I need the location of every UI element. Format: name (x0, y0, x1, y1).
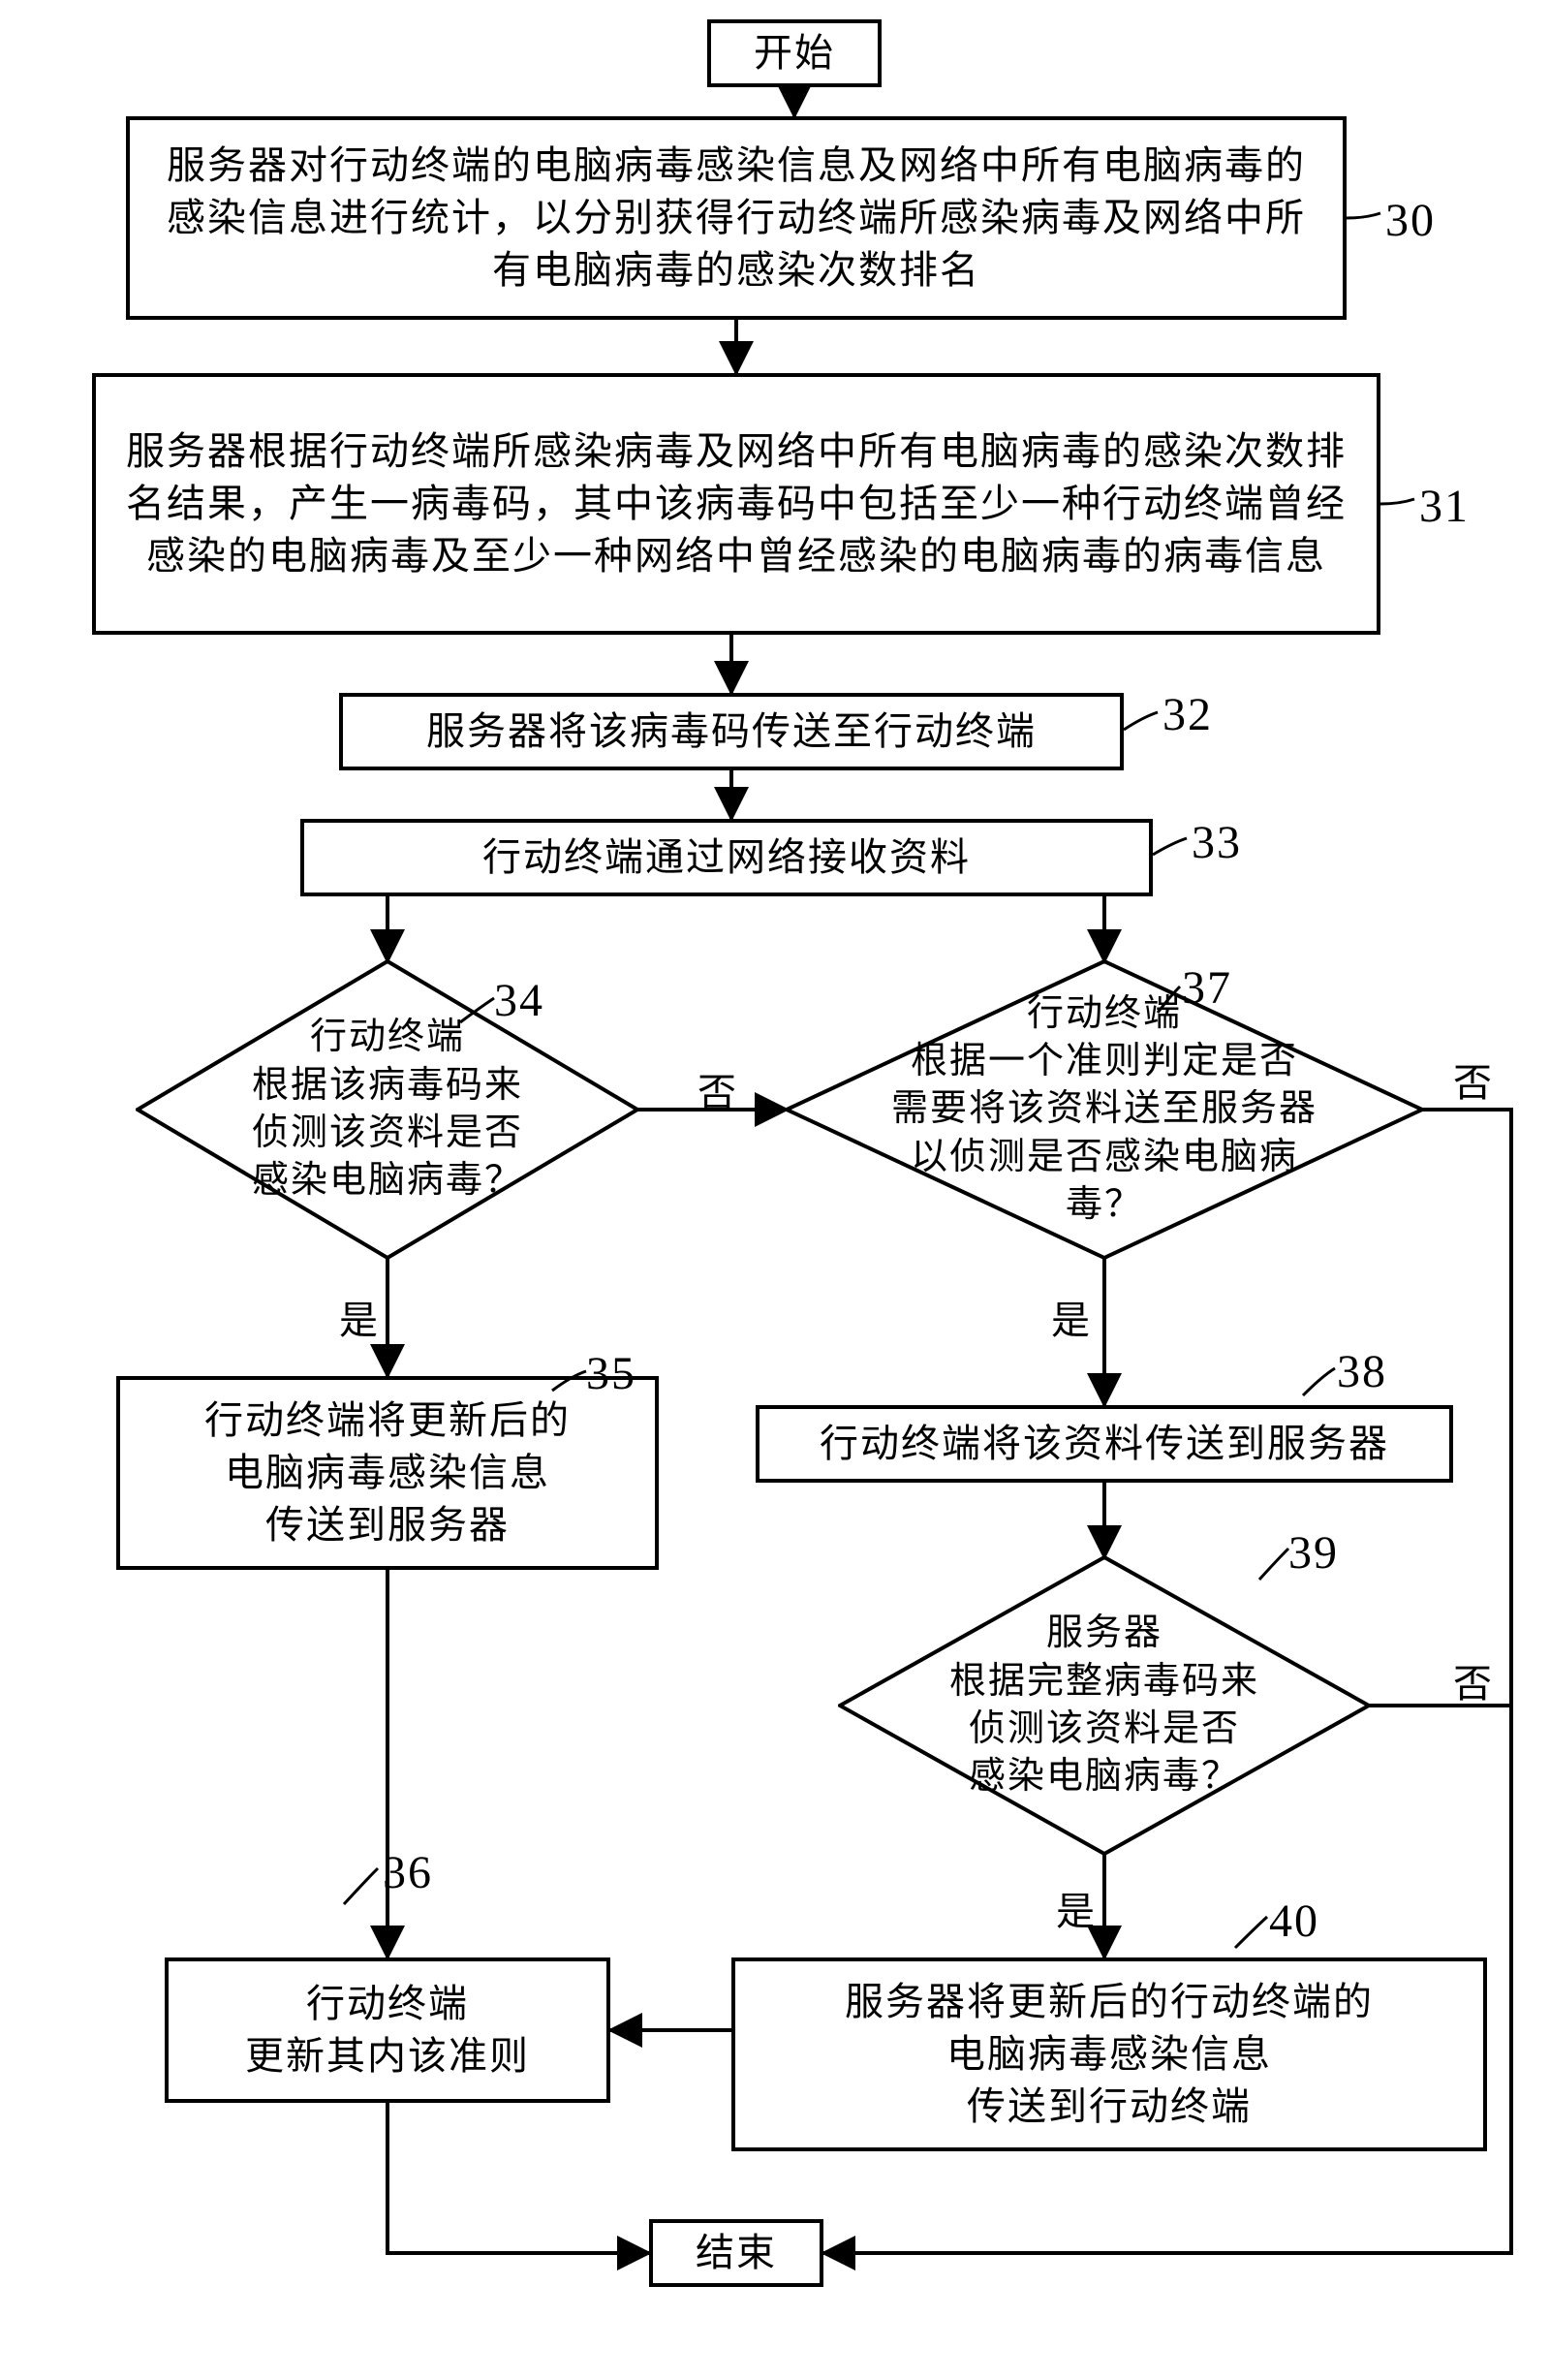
ref-38: 38 (1337, 1345, 1387, 1398)
process-33-label: 行动终端通过网络接收资料 (482, 831, 971, 884)
d39-yes-label: 是 (1056, 1880, 1097, 1936)
process-36: 行动终端 更新其内该准则 (165, 1957, 610, 2103)
start-node: 开始 (707, 19, 882, 87)
process-35-label: 行动终端将更新后的 电脑病毒感染信息 传送到服务器 (204, 1394, 571, 1551)
process-40: 服务器将更新后的行动终端的 电脑病毒感染信息 传送到行动终端 (731, 1957, 1487, 2151)
end-node: 结束 (649, 2219, 823, 2287)
decision-34-label: 行动终端 根据该病毒码来 侦测该资料是否 感染电脑病毒？ (194, 998, 581, 1221)
decision-39: 服务器 根据完整病毒码来 侦测该资料是否 感染电脑病毒？ (838, 1555, 1371, 1856)
ref-30: 30 (1385, 194, 1436, 247)
d34-yes-label: 是 (339, 1289, 380, 1345)
ref-32: 32 (1162, 688, 1213, 741)
process-32: 服务器将该病毒码传送至行动终端 (339, 693, 1124, 770)
decision-39-label: 服务器 根据完整病毒码来 侦测该资料是否 感染电脑病毒？ (915, 1599, 1293, 1812)
decision-37: 行动终端 根据一个准则判定是否 需要将该资料送至服务器 以侦测是否感染电脑病毒？ (785, 959, 1424, 1260)
process-30-label: 服务器对行动终端的电脑病毒感染信息及网络中所有电脑病毒的感染信息进行统计，以分别… (149, 140, 1323, 297)
process-38-label: 行动终端将该资料传送到服务器 (820, 1418, 1389, 1470)
process-30: 服务器对行动终端的电脑病毒感染信息及网络中所有电脑病毒的感染信息进行统计，以分别… (126, 116, 1347, 320)
decision-37-label: 行动终端 根据一个准则判定是否 需要将该资料送至服务器 以侦测是否感染电脑病毒？ (882, 998, 1327, 1221)
d39-no-label: 否 (1453, 1652, 1494, 1708)
process-33: 行动终端通过网络接收资料 (300, 819, 1153, 896)
process-31: 服务器根据行动终端所感染病毒及网络中所有电脑病毒的感染次数排名结果，产生一病毒码… (92, 373, 1380, 635)
d37-yes-label: 是 (1051, 1289, 1092, 1345)
d37-no-label: 否 (1453, 1051, 1494, 1108)
end-label: 结束 (696, 2227, 777, 2279)
process-32-label: 服务器将该病毒码传送至行动终端 (426, 705, 1037, 758)
ref-34: 34 (494, 974, 544, 1027)
process-35: 行动终端将更新后的 电脑病毒感染信息 传送到服务器 (116, 1376, 659, 1570)
process-31-label: 服务器根据行动终端所感染病毒及网络中所有电脑病毒的感染次数排名结果，产生一病毒码… (115, 425, 1357, 582)
ref-31: 31 (1419, 480, 1470, 533)
ref-40: 40 (1269, 1895, 1319, 1948)
process-38: 行动终端将该资料传送到服务器 (756, 1405, 1453, 1483)
process-40-label: 服务器将更新后的行动终端的 电脑病毒感染信息 传送到行动终端 (845, 1976, 1374, 2133)
ref-33: 33 (1192, 816, 1242, 869)
d34-no-label: 否 (698, 1061, 738, 1117)
ref-39: 39 (1288, 1526, 1339, 1580)
process-36-label: 行动终端 更新其内该准则 (245, 1978, 530, 2082)
decision-34: 行动终端 根据该病毒码来 侦测该资料是否 感染电脑病毒？ (136, 959, 639, 1260)
ref-37: 37 (1182, 961, 1232, 1015)
ref-35: 35 (586, 1347, 636, 1400)
start-label: 开始 (754, 27, 835, 79)
ref-36: 36 (383, 1846, 433, 1899)
